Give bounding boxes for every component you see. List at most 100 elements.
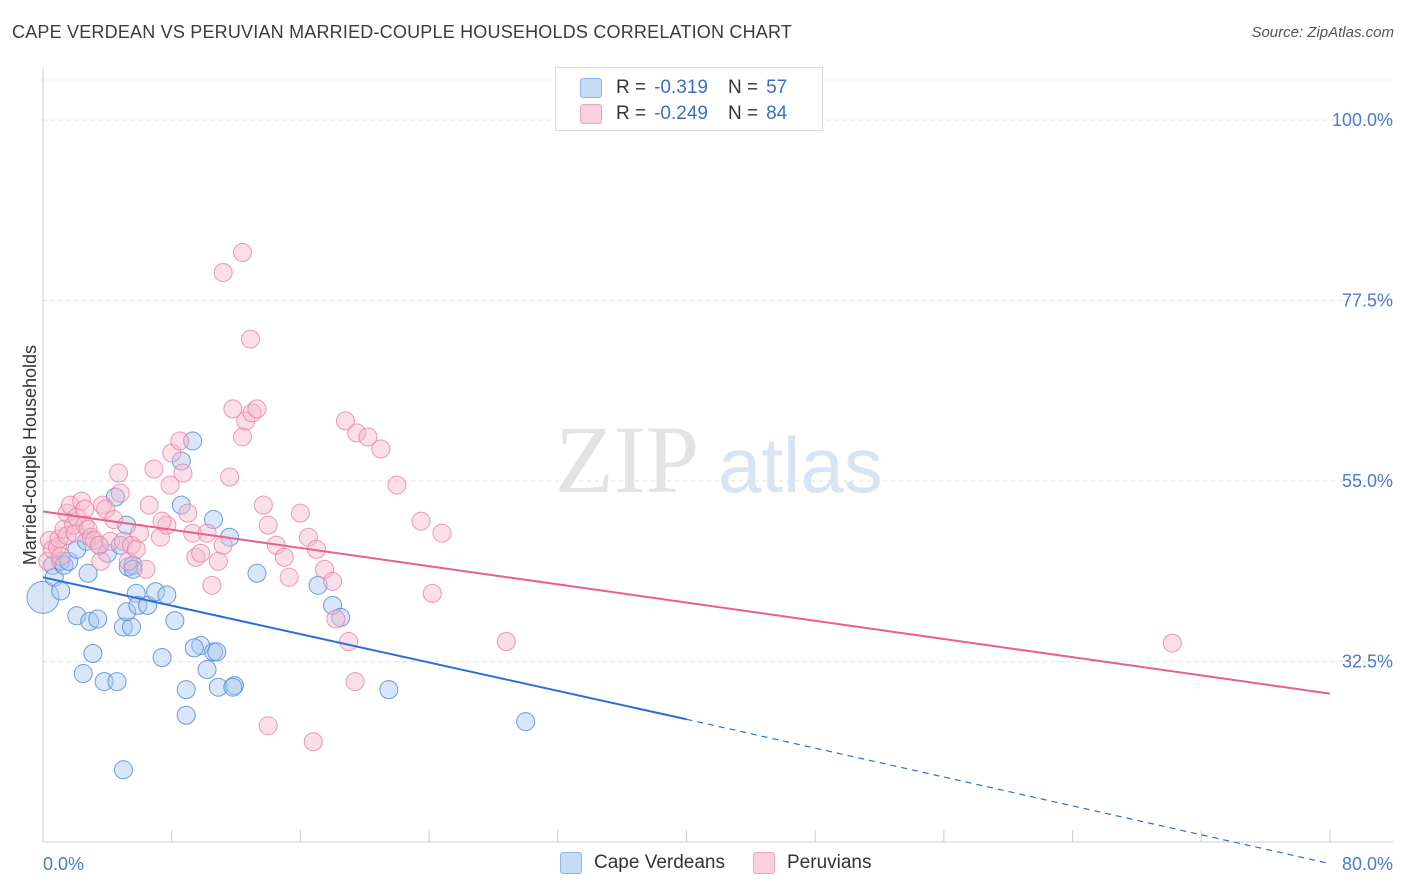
watermark: ZIP atlas [555,406,883,513]
point-cape-verdean [107,672,127,692]
point-peruvian [81,527,101,547]
point-cape-verdean [171,495,191,515]
point-peruvian [496,631,516,651]
point-peruvian [335,411,355,431]
point-cape-verdean [73,664,93,684]
watermark-atlas: atlas [718,421,883,509]
legend-swatch-peruvians [753,852,775,874]
point-cape-verdean [83,644,103,664]
point-cape-verdean [113,617,133,637]
legend-row-cape-verdeans: R = -0.319 N = 57 [580,76,807,100]
point-peruvian [411,511,431,531]
legend-item-cape-verdeans[interactable]: Cape Verdeans [560,852,725,874]
point-cape-verdean [197,660,217,680]
point-peruvian [223,399,243,419]
legend-r-label: R = [616,77,647,98]
point-peruvian [43,539,63,559]
y-tick-labels: 32.5% 55.0% 77.5% 100.0% [1332,110,1393,671]
legend-n-value: 57 [766,77,788,98]
point-peruvian [279,567,299,587]
point-cape-verdean [516,712,536,732]
point-cape-verdean [171,451,191,471]
point-cape-verdean [117,602,137,622]
y-axis-title: Married-couple Households [20,345,40,565]
axes [42,68,1393,843]
point-peruvian [303,732,323,752]
point-peruvian [110,483,130,503]
point-peruvian [371,439,391,459]
legend-n-label: N = [727,103,759,124]
trend-line-peruvians [42,510,1331,695]
point-peruvian [170,431,190,451]
point-peruvian [75,499,95,519]
point-peruvian [152,511,172,531]
point-cape-verdean [113,760,133,780]
point-cape-verdean [223,677,243,697]
point-peruvian [422,583,442,603]
point-cape-verdean [184,638,204,658]
point-peruvian [274,547,294,567]
point-peruvian [232,242,252,262]
trend-line-cape-verdeans [42,576,687,721]
point-cape-verdean [146,582,166,602]
point-peruvian [136,559,156,579]
point-cape-verdean [78,563,98,583]
point-peruvian [60,495,80,515]
point-peruvian [139,495,159,515]
point-peruvian [345,672,365,692]
legend-swatch-peruvians [580,104,602,124]
x-tick-label-max: 80.0% [1342,854,1393,874]
point-cape-verdean [88,609,108,629]
point-cape-verdean [208,677,228,697]
point-cape-verdean [247,563,267,583]
point-cape-verdean [94,672,114,692]
legend-label-cape-verdeans: Cape Verdeans [594,852,725,873]
point-peruvian [109,463,129,483]
series-legend: Cape Verdeans Peruvians [560,852,900,874]
point-peruvian [104,510,124,530]
point-peruvian [213,263,233,283]
point-cape-verdean [183,431,203,451]
point-cape-verdean [207,642,227,662]
legend-item-peruvians[interactable]: Peruvians [753,852,872,874]
point-peruvian [387,475,407,495]
legend-row-peruvians: R = -0.249 N = 84 [580,102,807,126]
point-peruvian [202,575,222,595]
point-peruvian [258,716,278,736]
stats-legend: R = -0.319 N = 57 R = -0.249 N = 84 [555,67,823,131]
point-cape-verdean [67,539,87,559]
legend-n-label: N = [727,77,759,98]
point-peruvian [347,423,367,443]
point-cape-verdean [379,680,399,700]
point-peruvian [65,523,85,543]
point-peruvian [173,463,193,483]
y-tick-label: 55.0% [1342,471,1393,491]
legend-r-label: R = [616,103,647,124]
point-cape-verdean [176,680,196,700]
point-peruvian [178,503,198,523]
point-peruvian [96,499,116,519]
point-peruvian [290,503,310,523]
point-peruvian [51,546,71,566]
point-cape-verdean [165,611,185,631]
point-peruvian [358,427,378,447]
point-peruvian [144,459,164,479]
chart-title: CAPE VERDEAN VS PERUVIAN MARRIED-COUPLE … [12,22,793,42]
y-tick-label: 77.5% [1342,291,1393,311]
point-peruvian [91,551,111,571]
point-peruvian [160,475,180,495]
point-cape-verdean [308,575,328,595]
point-cape-verdean [26,580,60,614]
chart-source: Source: ZipAtlas.com [1251,24,1394,41]
grid-lines [43,79,1393,663]
legend-r-value: -0.319 [654,77,708,98]
point-peruvian [339,631,359,651]
y-tick-label: 100.0% [1332,110,1393,130]
y-tick-label: 32.5% [1342,652,1393,672]
legend-n-value: 84 [766,103,788,124]
point-peruvian [208,551,228,571]
point-peruvian [432,523,452,543]
point-cape-verdean [157,585,177,605]
point-peruvian [57,526,77,546]
